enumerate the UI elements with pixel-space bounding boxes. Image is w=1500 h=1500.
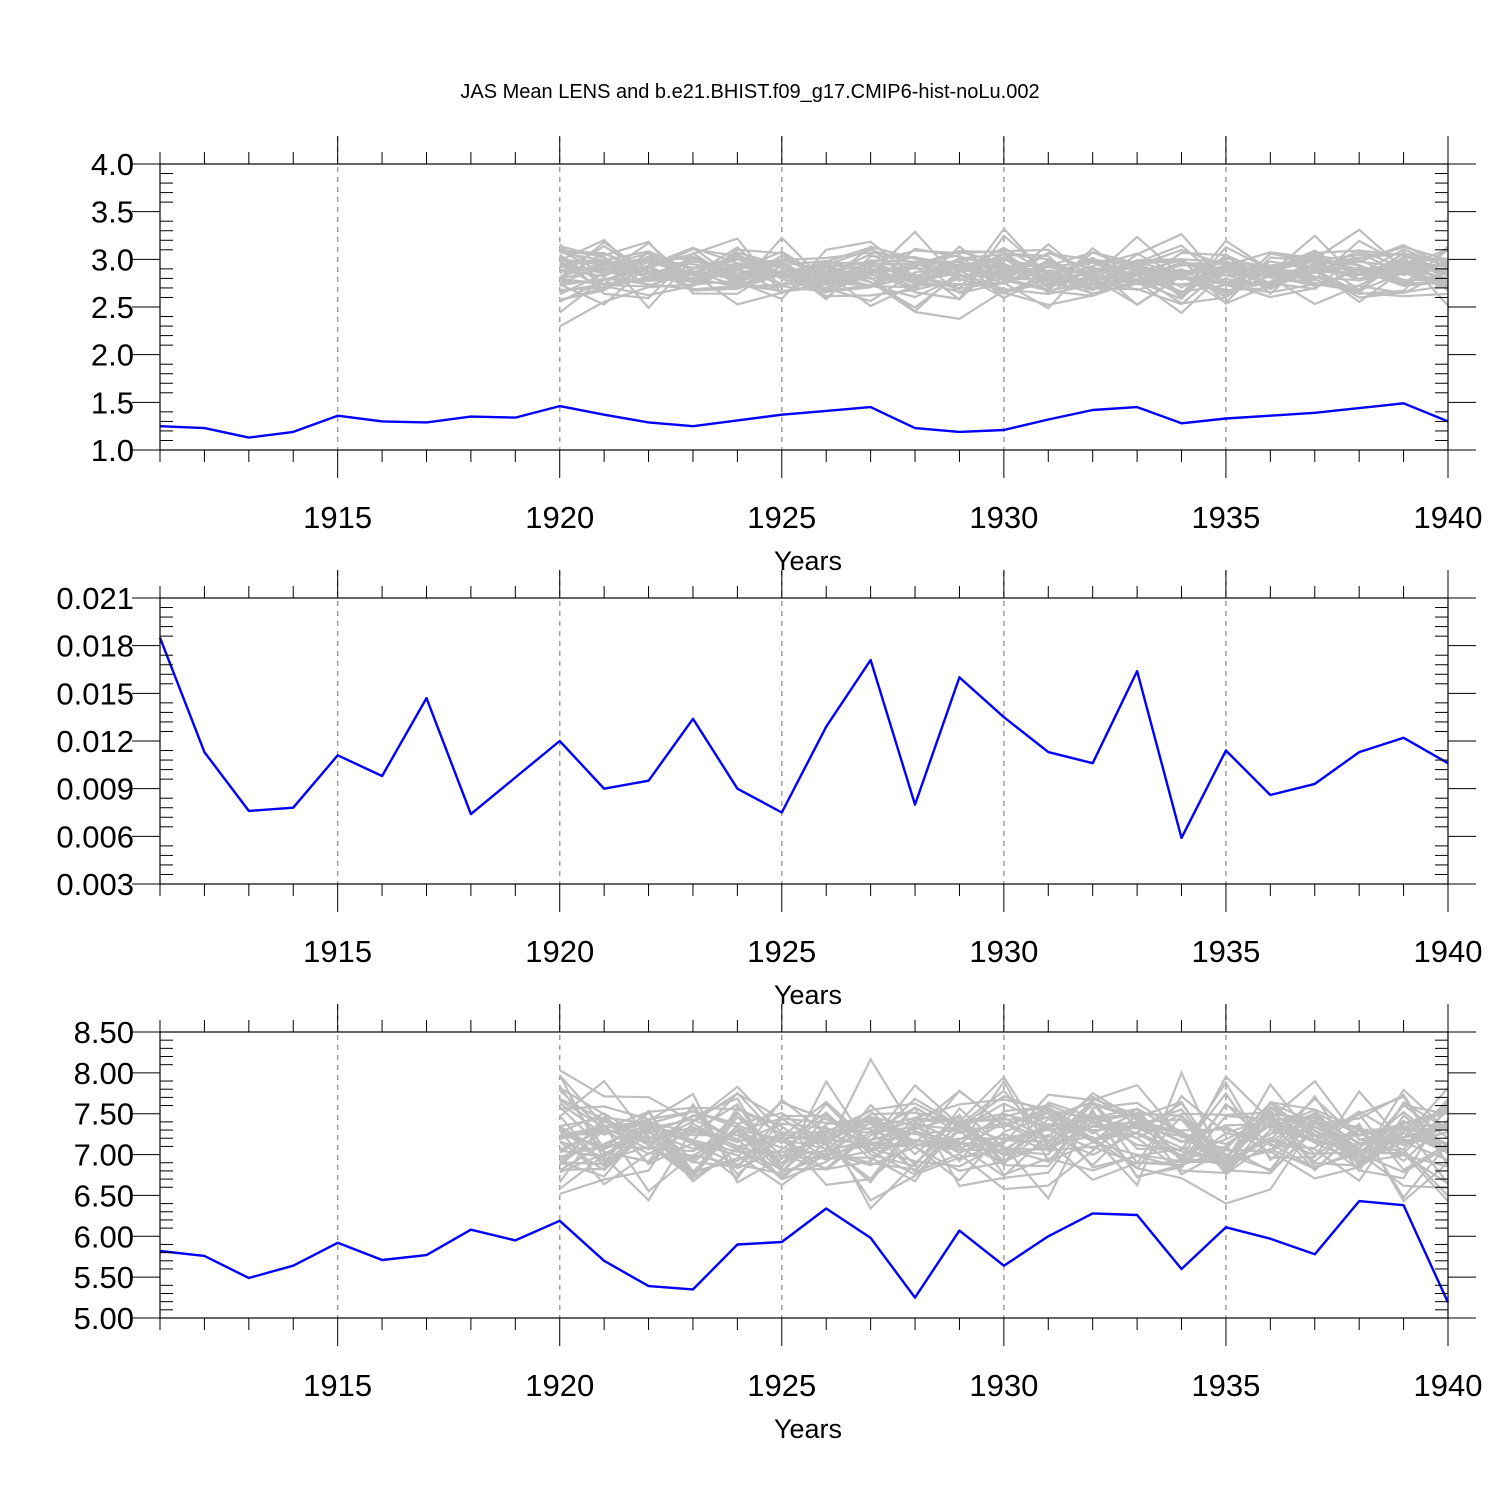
- y-tick-label: 2.0: [91, 338, 134, 373]
- plot-frame: [159, 597, 1449, 885]
- ensemble-lines: [558, 226, 1449, 328]
- model-series-line: [159, 1199, 1450, 1303]
- y-axis-title: NH Ice Volume 1013 m3: [15, 170, 46, 444]
- x-tick-label: 1925: [747, 1368, 816, 1403]
- plot-frame: [159, 1031, 1449, 1319]
- ensemble-member-line: [559, 1089, 1449, 1181]
- x-axis-title: Years: [774, 980, 842, 1010]
- x-tick-label: 1940: [1414, 1368, 1483, 1403]
- panel-ice-area: 5.00 5.50 6.00 6.50 7.00 7.50 8.00 8.50 1915 1920…: [15, 1004, 1483, 1444]
- x-tick-label: 1915: [303, 1368, 372, 1403]
- x-tick-label: 1915: [303, 934, 372, 969]
- x-tick-label: 1920: [525, 1368, 594, 1403]
- ensemble-lines: [558, 1057, 1449, 1211]
- x-tick-label: 1935: [1191, 1368, 1260, 1403]
- ensemble-member-line: [559, 252, 1449, 310]
- y-axis-title-exponent: 12: [15, 1094, 32, 1112]
- y-tick-label: 0.015: [56, 676, 134, 711]
- x-tick-label: 1930: [969, 934, 1038, 969]
- y-tick-label: 0.021: [56, 581, 134, 616]
- y-tick-label: 7.00: [74, 1138, 134, 1173]
- x-tick-label: 1915: [303, 500, 372, 535]
- y-tick-label: 0.009: [56, 772, 134, 807]
- ensemble-member-line: [559, 1075, 1449, 1180]
- panel-ice-volume: 1.0 1.5 2.0 2.5 3.0 3.5 4.0 1915 1920 1925 1930 193…: [15, 136, 1483, 576]
- x-tick-label: 1925: [747, 934, 816, 969]
- y-tick-label: 5.50: [74, 1260, 134, 1295]
- ensemble-member-line: [558, 243, 1449, 315]
- y-axis-title: NH Snow Volume 1013 m3: [15, 588, 46, 894]
- ensemble-member-line: [559, 1094, 1449, 1182]
- y-tick-label: 0.003: [56, 867, 134, 902]
- y-axis-title-text: NH Ice Area 10: [16, 1112, 46, 1295]
- ensemble-member-line: [559, 1101, 1449, 1186]
- ensemble-member-line: [559, 252, 1449, 299]
- plot-frame: [159, 163, 1449, 451]
- y-tick-label: 8.00: [74, 1056, 134, 1091]
- model-series-line: [159, 402, 1449, 439]
- x-axis-title: Years: [774, 546, 842, 576]
- x-tick-label: 1935: [1191, 934, 1260, 969]
- y-tick-label: 8.50: [74, 1015, 134, 1050]
- y-axis-title: NH Ice Area 1012 m2: [15, 1055, 46, 1295]
- x-tick-label: 1940: [1414, 500, 1483, 535]
- ensemble-member-line: [558, 1100, 1449, 1184]
- ensemble-member-line: [559, 240, 1449, 298]
- y-tick-label: 3.0: [91, 242, 134, 277]
- y-axis-title-text: NH Ice Volume 10: [16, 227, 46, 445]
- y-tick-label: 0.012: [56, 724, 134, 759]
- x-tick-label: 1920: [525, 500, 594, 535]
- x-tick-label: 1920: [525, 934, 594, 969]
- ensemble-member-line: [559, 1079, 1449, 1171]
- model-series-line: [158, 637, 1449, 840]
- y-axis-title-unit: m: [16, 1064, 46, 1094]
- x-tick-label: 1940: [1414, 934, 1483, 969]
- y-axis-title-unit: m: [16, 179, 46, 209]
- y-tick-label: 5.00: [74, 1301, 134, 1336]
- y-tick-label: 6.50: [74, 1178, 134, 1213]
- x-tick-label: 1935: [1191, 500, 1260, 535]
- x-axis-title: Years: [774, 1414, 842, 1444]
- y-tick-label: 7.50: [74, 1097, 134, 1132]
- x-tick-label: 1930: [969, 500, 1038, 535]
- ensemble-member-line: [558, 1089, 1449, 1180]
- panel-snow-volume: 0.003 0.006 0.009 0.012 0.015 0.018 0.021 1915 1…: [15, 570, 1483, 1010]
- y-tick-label: 4.0: [91, 147, 134, 182]
- x-tick-label: 1925: [747, 500, 816, 535]
- ensemble-member-line: [559, 251, 1449, 304]
- y-tick-label: 2.5: [91, 290, 134, 325]
- y-tick-label: 3.5: [91, 195, 134, 230]
- y-axis-title-exponent: 13: [15, 627, 32, 645]
- y-axis-title-unit-exponent: 3: [15, 170, 32, 179]
- y-axis-title-unit: m: [16, 597, 46, 627]
- y-tick-label: 1.0: [91, 433, 134, 468]
- y-tick-label: 1.5: [91, 385, 134, 420]
- x-tick-label: 1930: [969, 1368, 1038, 1403]
- ensemble-member-line: [559, 228, 1449, 295]
- y-axis-title-text: NH Snow Volume 10: [16, 645, 46, 894]
- y-axis-title-exponent: 13: [15, 209, 32, 227]
- y-tick-label: 0.006: [56, 819, 134, 854]
- y-axis-title-unit-exponent: 3: [15, 588, 32, 597]
- y-tick-label: 6.00: [74, 1219, 134, 1254]
- y-tick-label: 0.018: [56, 629, 134, 664]
- ensemble-member-line: [558, 1074, 1449, 1174]
- chart-title: JAS Mean LENS and b.e21.BHIST.f09_g17.CM…: [460, 81, 1039, 103]
- y-axis-title-unit-exponent: 2: [15, 1055, 32, 1064]
